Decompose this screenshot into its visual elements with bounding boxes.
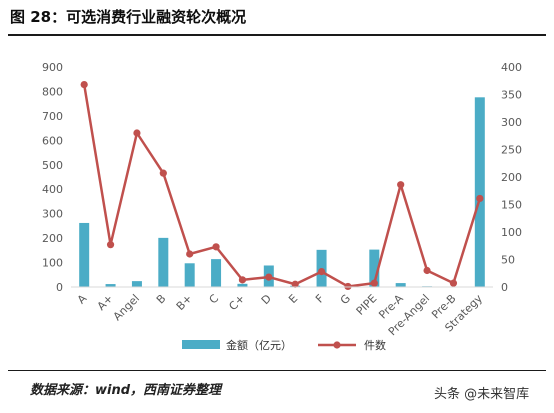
- source-note: 数据来源：wind，西南证券整理: [30, 383, 222, 398]
- watermark: 头条 @未来智库: [434, 387, 530, 402]
- chart-title: 图 28：可选消费行业融资轮次概况: [10, 8, 247, 26]
- line-point: [476, 194, 484, 203]
- left-tick-label: 100: [42, 257, 63, 270]
- left-tick-label: 600: [42, 134, 63, 147]
- x-tick-label: E: [286, 292, 300, 306]
- right-tick-label: 300: [501, 116, 522, 129]
- left-tick-label: 900: [42, 61, 63, 74]
- left-y-axis: 0 100 200 300 400 500 600 700 800 900: [42, 61, 63, 294]
- line-point: [449, 279, 458, 287]
- line-point: [133, 129, 141, 137]
- right-tick-label: 250: [501, 144, 522, 157]
- bar: [369, 249, 380, 287]
- legend-bar-swatch: [182, 340, 220, 349]
- left-tick-label: 800: [42, 85, 63, 98]
- left-tick-label: 400: [42, 183, 63, 196]
- right-tick-label: 350: [501, 89, 522, 102]
- legend-bar-label: 金额（亿元）: [226, 338, 292, 352]
- bar: [474, 97, 485, 287]
- line-point: [159, 169, 167, 177]
- line-point: [291, 280, 299, 288]
- legend-line-marker: [333, 341, 341, 349]
- line-point: [423, 266, 431, 275]
- right-tick-label: 100: [501, 226, 522, 239]
- bar: [158, 237, 169, 287]
- line-point: [397, 181, 405, 189]
- line-point: [370, 279, 378, 287]
- line-path: [82, 84, 482, 288]
- right-tick-label: 0: [501, 281, 508, 294]
- left-tick-label: 500: [42, 159, 63, 172]
- line-point: [238, 276, 247, 284]
- line-point: [344, 282, 352, 291]
- left-tick-label: 0: [56, 281, 63, 294]
- title-divider: [8, 34, 546, 36]
- bar: [237, 283, 248, 287]
- right-tick-label: 150: [501, 199, 522, 212]
- source-divider: [8, 370, 546, 371]
- right-tick-label: 50: [501, 254, 515, 267]
- line-point: [265, 273, 273, 281]
- bar: [105, 284, 116, 287]
- line-point: [80, 81, 88, 89]
- x-tick-label: F: [313, 292, 327, 306]
- bar: [211, 259, 222, 287]
- legend: 金额（亿元） 件数: [182, 338, 386, 352]
- x-tick-label: B+: [174, 292, 195, 313]
- x-tick-label: A+: [95, 292, 116, 313]
- x-tick-label: A: [75, 292, 90, 307]
- x-tick-label: PIPE: [354, 292, 380, 318]
- bar: [79, 222, 90, 287]
- right-tick-label: 200: [501, 171, 522, 184]
- left-tick-label: 700: [42, 110, 63, 123]
- right-tick-label: 400: [501, 61, 522, 74]
- line-point: [317, 268, 326, 276]
- x-tick-label: C: [207, 292, 222, 307]
- x-tick-label: D: [259, 292, 274, 307]
- left-tick-label: 300: [42, 208, 63, 221]
- left-tick-label: 200: [42, 232, 63, 245]
- x-axis: A A+Angel B B+ C C+ D E F G PIPEPre-APre-AngelPre-…: [71, 286, 493, 338]
- x-tick-label: C+: [226, 292, 247, 313]
- line-point: [106, 241, 115, 249]
- right-y-axis: 0 50 100 150 200 250 300 350 400: [501, 61, 522, 294]
- x-tick-label: Angel: [111, 292, 142, 323]
- line-point: [212, 243, 220, 251]
- legend-line-label: 件数: [364, 339, 386, 352]
- bar: [395, 283, 406, 287]
- x-tick-label: G: [338, 292, 353, 307]
- line-point: [186, 250, 194, 258]
- x-tick-label: B: [154, 292, 169, 307]
- line-series: [80, 81, 484, 291]
- bar: [131, 281, 142, 287]
- bar: [184, 263, 195, 287]
